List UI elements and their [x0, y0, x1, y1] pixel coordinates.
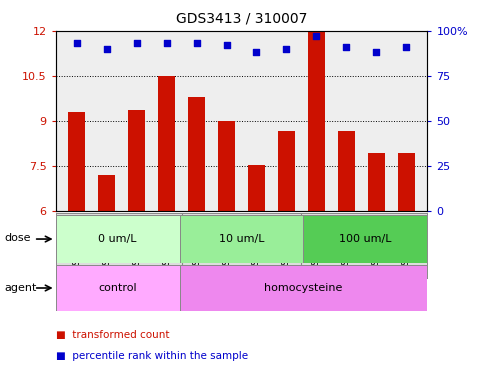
Point — [253, 49, 260, 55]
Point — [313, 33, 320, 39]
Point — [193, 40, 200, 46]
Bar — [158, 76, 175, 211]
Text: GSM240532: GSM240532 — [282, 217, 291, 271]
Text: GSM240531: GSM240531 — [252, 217, 261, 271]
Bar — [303, 215, 427, 263]
Text: GSM240848: GSM240848 — [402, 217, 411, 271]
Text: control: control — [98, 283, 137, 293]
Text: GDS3413 / 310007: GDS3413 / 310007 — [176, 12, 307, 25]
Text: GSM240525: GSM240525 — [72, 217, 81, 271]
Text: dose: dose — [5, 233, 31, 243]
Text: 0 um/L: 0 um/L — [98, 234, 137, 244]
Text: GSM240534: GSM240534 — [342, 217, 351, 271]
Bar — [56, 265, 180, 311]
Text: GSM240529: GSM240529 — [192, 217, 201, 271]
Text: homocysteine: homocysteine — [264, 283, 342, 293]
Bar — [68, 112, 85, 211]
Bar — [398, 152, 415, 211]
Bar — [128, 111, 145, 211]
Point — [372, 49, 380, 55]
Bar — [278, 131, 295, 211]
Point — [133, 40, 141, 46]
Point — [163, 40, 170, 46]
Point — [223, 42, 230, 48]
Text: GSM240527: GSM240527 — [132, 217, 141, 271]
Text: 100 um/L: 100 um/L — [339, 234, 392, 244]
Text: 10 um/L: 10 um/L — [219, 234, 264, 244]
Point — [403, 44, 411, 50]
Text: GSM240535: GSM240535 — [372, 217, 381, 271]
Text: GSM240528: GSM240528 — [162, 217, 171, 271]
Bar — [180, 265, 427, 311]
Point — [103, 46, 111, 52]
Text: ■  transformed count: ■ transformed count — [56, 330, 169, 340]
Bar — [368, 152, 385, 211]
Text: GSM240533: GSM240533 — [312, 217, 321, 271]
Text: GSM240526: GSM240526 — [102, 217, 111, 271]
Text: GSM240530: GSM240530 — [222, 217, 231, 271]
Bar — [180, 215, 303, 263]
Point — [342, 44, 350, 50]
Point — [283, 46, 290, 52]
Point — [72, 40, 80, 46]
Bar — [308, 32, 325, 211]
Bar — [338, 131, 355, 211]
Bar — [98, 175, 115, 211]
Bar — [56, 215, 180, 263]
Bar — [188, 97, 205, 211]
Text: agent: agent — [5, 283, 37, 293]
Text: ■  percentile rank within the sample: ■ percentile rank within the sample — [56, 351, 248, 361]
Bar — [248, 165, 265, 211]
Bar — [218, 121, 235, 211]
